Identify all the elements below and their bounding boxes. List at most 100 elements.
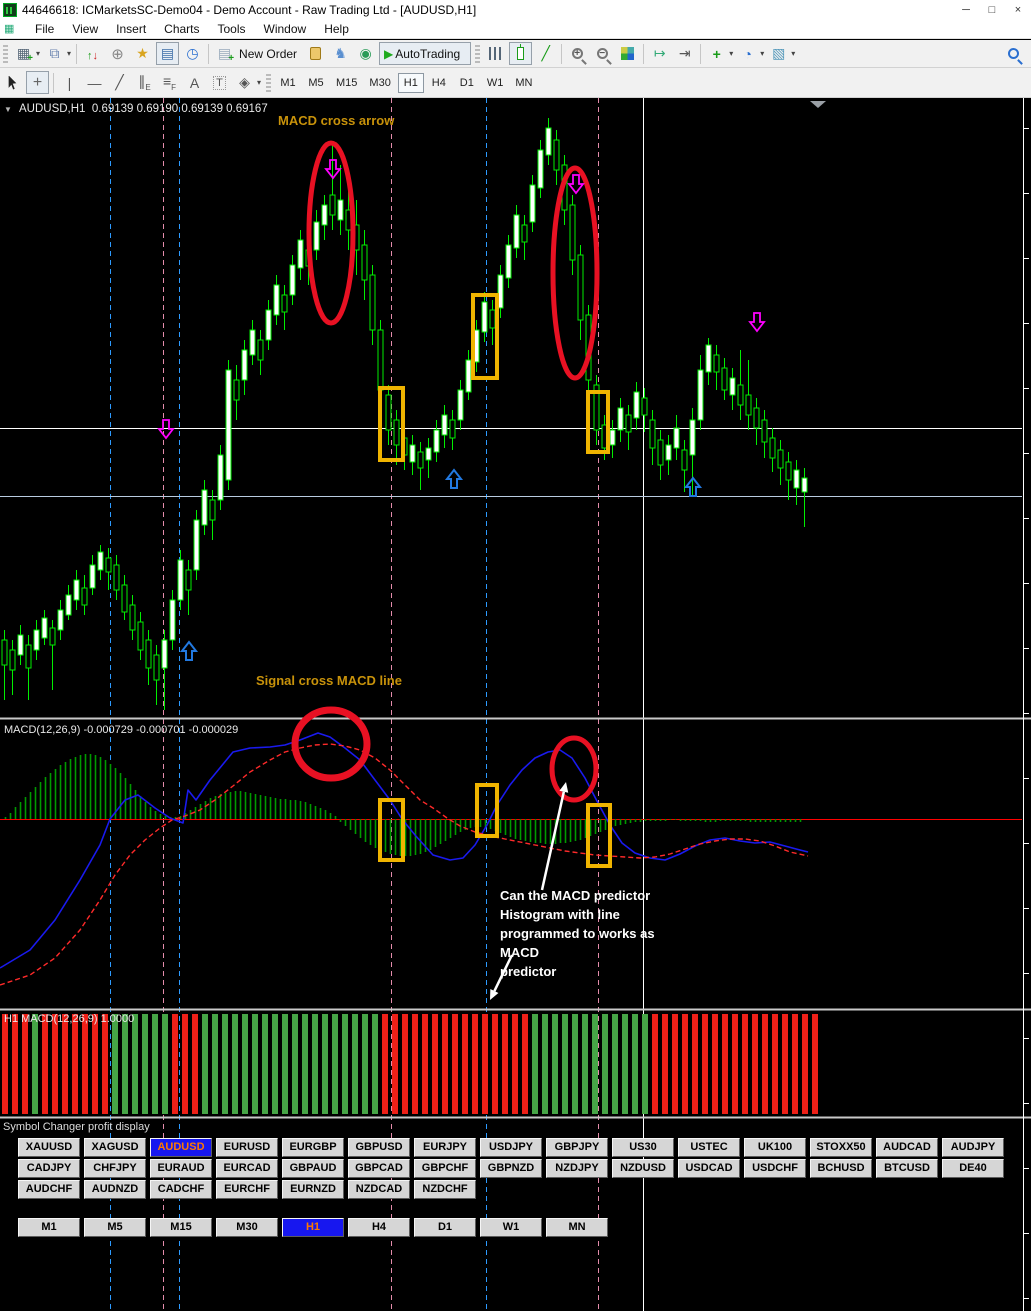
minimize-button[interactable]: ─ — [962, 4, 970, 16]
expert-advisors-button[interactable]: ♞ — [329, 42, 352, 65]
toolbar-grip[interactable] — [475, 44, 481, 63]
bar-chart-button[interactable] — [484, 42, 507, 65]
new-order-button[interactable]: ▤ + — [213, 42, 236, 65]
new-order-label[interactable]: New Order — [239, 46, 298, 61]
menu-window[interactable]: Window — [263, 22, 307, 36]
chart-label-collapse-icon[interactable]: ▼ — [4, 105, 12, 114]
periods-button[interactable]: ◔ — [736, 42, 759, 65]
toolbar-period-w1[interactable]: W1 — [486, 76, 504, 89]
signals-button[interactable]: ◉ — [354, 42, 377, 65]
symbol-button-audnzd[interactable]: AUDNZD — [84, 1180, 146, 1199]
fibonacci-tool-button[interactable]: ≡F — [158, 71, 181, 94]
symbol-button-xauusd[interactable]: XAUUSD — [18, 1138, 80, 1157]
symbol-button-bchusd[interactable]: BCHUSD — [810, 1159, 872, 1178]
tf-button-m1[interactable]: M1 — [18, 1218, 80, 1237]
tf-button-m5[interactable]: M5 — [84, 1218, 146, 1237]
toolbar-period-m15[interactable]: M15 — [336, 76, 358, 89]
tf-button-h1[interactable]: H1 — [282, 1218, 344, 1237]
toolbar-grip[interactable] — [3, 44, 8, 63]
symbol-button-usdcad[interactable]: USDCAD — [678, 1159, 740, 1178]
symbol-button-eurchf[interactable]: EURCHF — [216, 1180, 278, 1199]
tf-button-m15[interactable]: M15 — [150, 1218, 212, 1237]
tile-windows-button[interactable] — [616, 42, 639, 65]
symbol-button-de40[interactable]: DE40 — [942, 1159, 1004, 1178]
symbol-button-eurgbp[interactable]: EURGBP — [282, 1138, 344, 1157]
toolbar-period-h1[interactable]: H1 — [397, 72, 424, 93]
indicators-dropdown-icon[interactable]: ▾ — [729, 49, 734, 58]
trendline-tool-button[interactable]: ╱ — [108, 71, 131, 94]
horizontal-line-tool-button[interactable]: — — [83, 71, 106, 94]
close-button[interactable]: × — [1014, 4, 1022, 16]
periods-dropdown-icon[interactable]: ▾ — [760, 49, 765, 58]
tf-button-mn[interactable]: MN — [546, 1218, 608, 1237]
scripts-button[interactable] — [304, 42, 327, 65]
line-chart-button[interactable]: ╱ — [534, 42, 557, 65]
chart-area[interactable]: ▼ AUDUSD,H1 0.69139 0.69190 0.69139 0.69… — [0, 98, 1031, 1311]
symbol-button-eurcad[interactable]: EURCAD — [216, 1159, 278, 1178]
symbol-button-audchf[interactable]: AUDCHF — [18, 1180, 80, 1199]
symbol-button-cadjpy[interactable]: CADJPY — [18, 1159, 80, 1178]
menu-charts[interactable]: Charts — [164, 22, 200, 36]
channel-tool-button[interactable]: ∥E — [133, 71, 156, 94]
symbol-button-nzdchf[interactable]: NZDCHF — [414, 1180, 476, 1199]
menu-file[interactable]: File — [35, 22, 55, 36]
symbol-button-usdjpy[interactable]: USDJPY — [480, 1138, 542, 1157]
symbol-button-stoxx50[interactable]: STOXX50 — [810, 1138, 872, 1157]
vertical-line-tool-button[interactable]: | — [58, 71, 81, 94]
strategy-tester-button[interactable]: ◷ — [181, 42, 204, 65]
profiles-button[interactable]: ⧉ — [43, 42, 66, 65]
symbol-button-gbpaud[interactable]: GBPAUD — [282, 1159, 344, 1178]
chart-shift-button[interactable]: ⇥ — [673, 42, 696, 65]
symbol-button-eurjpy[interactable]: EURJPY — [414, 1138, 476, 1157]
tf-button-w1[interactable]: W1 — [480, 1218, 542, 1237]
symbol-button-nzdcad[interactable]: NZDCAD — [348, 1180, 410, 1199]
toolbar-period-m5[interactable]: M5 — [308, 76, 324, 89]
symbol-button-usdchf[interactable]: USDCHF — [744, 1159, 806, 1178]
data-window-button[interactable]: ⊕ — [106, 42, 129, 65]
tf-button-m30[interactable]: M30 — [216, 1218, 278, 1237]
symbol-button-cadchf[interactable]: CADCHF — [150, 1180, 212, 1199]
symbol-button-audjpy[interactable]: AUDJPY — [942, 1138, 1004, 1157]
symbol-button-btcusd[interactable]: BTCUSD — [876, 1159, 938, 1178]
symbol-button-gbpnzd[interactable]: GBPNZD — [480, 1159, 542, 1178]
symbol-button-xagusd[interactable]: XAGUSD — [84, 1138, 146, 1157]
symbol-button-us30[interactable]: US30 — [612, 1138, 674, 1157]
tf-button-d1[interactable]: D1 — [414, 1218, 476, 1237]
symbol-button-uk100[interactable]: UK100 — [744, 1138, 806, 1157]
new-chart-dropdown-icon[interactable]: ▾ — [36, 49, 41, 58]
toolbar-grip[interactable] — [266, 73, 272, 92]
menu-tools[interactable]: Tools — [217, 22, 246, 36]
new-chart-button[interactable]: ▦ + — [12, 42, 35, 65]
templates-button[interactable]: ▧ — [767, 42, 790, 65]
terminal-button[interactable]: ▤ — [156, 42, 180, 65]
indicators-button[interactable]: + — [705, 42, 728, 65]
symbol-button-nzdjpy[interactable]: NZDJPY — [546, 1159, 608, 1178]
menu-insert[interactable]: Insert — [116, 22, 147, 36]
toolbar-period-h4[interactable]: H4 — [431, 76, 446, 89]
shapes-tool-button[interactable]: ◈ — [233, 71, 256, 94]
text-tool-button[interactable]: A — [183, 71, 206, 94]
candlestick-chart-button[interactable] — [509, 42, 533, 65]
symbol-button-gbpcad[interactable]: GBPCAD — [348, 1159, 410, 1178]
symbol-button-eurusd[interactable]: EURUSD — [216, 1138, 278, 1157]
symbol-button-gbpchf[interactable]: GBPCHF — [414, 1159, 476, 1178]
templates-dropdown-icon[interactable]: ▾ — [791, 49, 796, 58]
toolbar-period-mn[interactable]: MN — [515, 76, 533, 89]
text-label-tool-button[interactable]: T — [208, 71, 231, 94]
zoom-out-button[interactable]: − — [591, 42, 614, 65]
symbol-button-gbpusd[interactable]: GBPUSD — [348, 1138, 410, 1157]
symbol-button-nzdusd[interactable]: NZDUSD — [612, 1159, 674, 1178]
symbol-button-ustec[interactable]: USTEC — [678, 1138, 740, 1157]
tf-button-h4[interactable]: H4 — [348, 1218, 410, 1237]
navigator-button[interactable]: ★ — [131, 42, 154, 65]
symbol-button-audusd[interactable]: AUDUSD — [150, 1138, 212, 1157]
shapes-dropdown-icon[interactable]: ▾ — [257, 78, 262, 87]
market-watch-button[interactable]: ↑↓ — [81, 42, 104, 65]
symbol-button-euraud[interactable]: EURAUD — [150, 1159, 212, 1178]
toolbar-period-m30[interactable]: M30 — [369, 76, 391, 89]
menu-help[interactable]: Help — [324, 22, 349, 36]
search-button[interactable] — [1002, 42, 1025, 65]
menu-view[interactable]: View — [72, 22, 99, 36]
toolbar-period-m1[interactable]: M1 — [280, 76, 296, 89]
symbol-button-eurnzd[interactable]: EURNZD — [282, 1180, 344, 1199]
